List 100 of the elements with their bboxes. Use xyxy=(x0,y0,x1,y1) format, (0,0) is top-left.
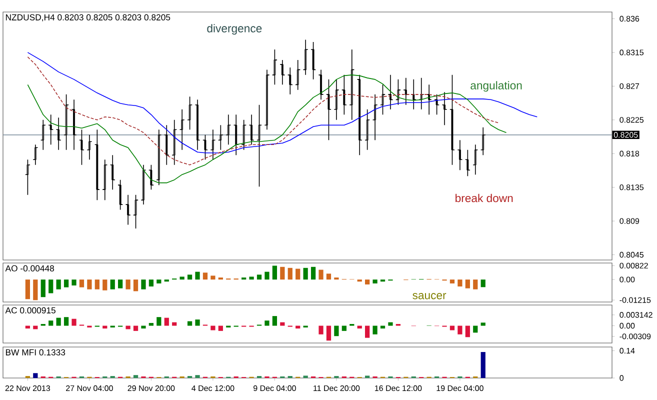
bar xyxy=(187,274,192,280)
y-tick-label: 0.809 xyxy=(620,218,640,224)
candlestick xyxy=(310,42,316,80)
bar xyxy=(296,326,300,328)
bar xyxy=(372,326,378,334)
bar xyxy=(187,321,192,326)
chart-title: AO -0.00448 xyxy=(5,265,54,272)
bar xyxy=(249,276,254,280)
y-tick-label: 0.8045 xyxy=(620,252,644,258)
bar xyxy=(33,326,38,330)
bar xyxy=(280,266,285,280)
bar xyxy=(48,320,54,326)
x-tick-label: 29 Nov 20:00 xyxy=(128,385,175,392)
candlestick xyxy=(241,119,247,150)
bar xyxy=(372,280,378,284)
bar xyxy=(480,280,486,288)
y-tick-label: -0.01215 xyxy=(620,297,651,303)
candlestick xyxy=(79,129,84,166)
bar xyxy=(357,326,362,328)
bar xyxy=(148,280,154,286)
candlestick xyxy=(380,84,386,116)
chart-title: NZDUSD,H4 0.8203 0.8205 0.8203 0.8205 xyxy=(6,14,170,22)
bar xyxy=(450,280,455,284)
x-tick-label: 22 Nov 2013 xyxy=(5,385,50,392)
bar xyxy=(310,266,316,280)
bar xyxy=(195,320,200,326)
bar xyxy=(473,326,478,333)
bar xyxy=(94,280,100,290)
bar xyxy=(164,318,169,326)
x-tick-label: 27 Nov 04:00 xyxy=(66,385,113,392)
bar xyxy=(326,274,332,280)
candlestick xyxy=(64,94,70,150)
bar xyxy=(64,280,69,288)
y-tick-label: 0 xyxy=(620,375,624,381)
y-tick-label: 0.836 xyxy=(620,16,640,22)
bar xyxy=(303,268,308,280)
x-tick-label: 9 Dec 04:00 xyxy=(254,385,296,392)
bar xyxy=(33,373,38,378)
bar xyxy=(118,280,123,288)
bar xyxy=(256,274,262,280)
y-tick-label: 0.818 xyxy=(620,150,640,156)
bar xyxy=(202,272,208,280)
bar xyxy=(458,280,462,286)
bar xyxy=(25,280,30,300)
bar xyxy=(342,326,346,331)
bar xyxy=(141,280,146,290)
x-tick-label: 16 Dec 12:00 xyxy=(375,385,422,392)
bar xyxy=(450,326,455,330)
y-tick-label: 0.8225 xyxy=(620,117,644,123)
bar xyxy=(480,352,486,378)
bar xyxy=(264,272,270,280)
bar xyxy=(48,280,54,294)
bar xyxy=(318,270,324,280)
chart-title: BW MFI 0.1333 xyxy=(6,349,66,356)
y-tick-label: 0.8315 xyxy=(620,50,644,56)
bar xyxy=(473,280,478,290)
y-tick-label: 0.00 xyxy=(620,276,635,282)
bar xyxy=(318,326,324,334)
bar xyxy=(64,317,69,326)
y-tick-label: 0.00 xyxy=(620,322,635,329)
bar xyxy=(56,280,61,290)
bar xyxy=(195,375,200,378)
bar xyxy=(102,326,108,328)
candlestick xyxy=(118,179,124,210)
bar xyxy=(326,326,332,341)
bar xyxy=(156,317,162,326)
candlestick xyxy=(202,134,208,160)
bar xyxy=(156,280,162,284)
bar xyxy=(25,326,30,328)
bar xyxy=(133,280,138,292)
candlestick xyxy=(364,109,370,150)
bar xyxy=(465,280,470,288)
bar xyxy=(458,326,462,334)
candlestick xyxy=(272,49,278,86)
x-tick-label: 4 Dec 12:00 xyxy=(192,385,234,392)
bar xyxy=(365,280,370,284)
annotation: saucer xyxy=(412,293,446,300)
candlestick xyxy=(450,74,455,166)
bar xyxy=(365,326,370,338)
bar xyxy=(334,326,339,336)
bar xyxy=(195,272,200,280)
annotation: divergence xyxy=(207,24,262,35)
bar xyxy=(40,280,46,298)
bar xyxy=(264,320,270,326)
bar xyxy=(210,276,216,280)
bar xyxy=(141,326,146,328)
bar xyxy=(465,326,470,338)
candlestick xyxy=(148,164,154,190)
candlestick xyxy=(256,104,262,187)
bar xyxy=(388,322,393,326)
bar xyxy=(33,280,38,300)
candlestick xyxy=(326,79,332,141)
bar xyxy=(380,326,386,328)
candlestick xyxy=(341,74,347,116)
y-tick-label: 0.827 xyxy=(620,83,640,90)
annotation: angulation xyxy=(470,81,522,92)
candlestick xyxy=(24,159,30,196)
bar xyxy=(288,268,292,280)
annotation: break down xyxy=(456,194,513,202)
ref-line-label: 0.8205 xyxy=(614,132,638,138)
